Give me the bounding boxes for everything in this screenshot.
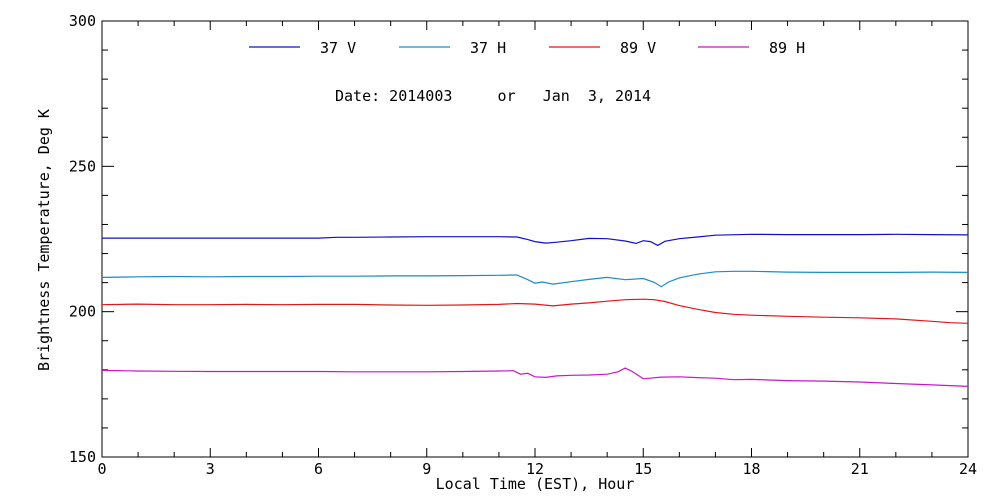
- x-tick-label: 18: [742, 460, 760, 478]
- chart-subtitle: Date: 2014003 or Jan 3, 2014: [335, 87, 651, 105]
- x-tick-label: 15: [634, 460, 652, 478]
- y-tick-label: 200: [69, 303, 96, 321]
- y-tick-label: 300: [69, 12, 96, 30]
- x-tick-label: 0: [97, 460, 106, 478]
- legend-label: 37 H: [470, 39, 506, 57]
- series-line-89-v: [101, 298, 969, 324]
- y-tick-label: 250: [69, 157, 96, 175]
- y-tick-label: 150: [69, 448, 96, 466]
- series-line-37-h: [101, 270, 969, 288]
- y-axis-label: Brightness Temperature, Deg K: [35, 109, 53, 371]
- legend-label: 37 V: [320, 39, 356, 57]
- series-line-37-v: [102, 233, 969, 247]
- legend-label: 89 H: [769, 39, 805, 57]
- x-tick-label: 3: [206, 460, 215, 478]
- series-line-89-h: [101, 367, 969, 387]
- x-tick-label: 21: [851, 460, 869, 478]
- x-tick-label: 9: [422, 460, 431, 478]
- legend: 37 V 37 H 89 V 89 H: [249, 39, 805, 57]
- x-tick-label: 12: [526, 460, 544, 478]
- x-axis-label: Local Time (EST), Hour: [436, 475, 635, 493]
- x-tick-label: 24: [959, 460, 977, 478]
- legend-label: 89 V: [620, 39, 656, 57]
- axis-ticks: 0 3 6 9 12 15 18 21 24 150 200 250 300: [69, 12, 977, 478]
- data-series: [101, 233, 969, 387]
- x-tick-label: 6: [314, 460, 323, 478]
